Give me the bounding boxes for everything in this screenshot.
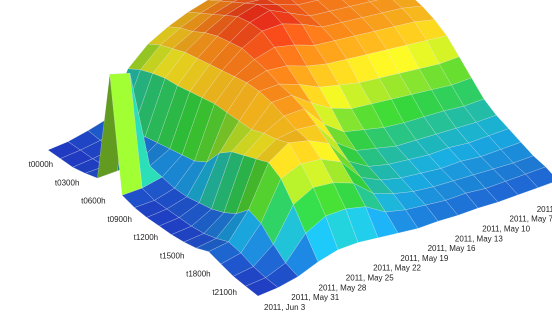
date-tick-label: 2011, May 25: [346, 274, 394, 283]
date-tick-label: 2011, May 13: [455, 234, 503, 243]
date-tick-label: 2011, May 10: [482, 225, 530, 234]
hour-tick-label: t1500h: [160, 251, 184, 260]
hour-tick-label: t0300h: [55, 178, 79, 187]
date-tick-label: 2011, May 22: [373, 264, 421, 273]
date-tick-label: 2011, May 31: [291, 293, 339, 302]
date-tick-label: 2011, May 7: [510, 215, 552, 224]
surface-mesh: [47, 0, 552, 297]
date-tick-label: 2011, May 4: [537, 205, 552, 214]
date-tick-label: 2011, May 16: [428, 244, 476, 253]
date-tick-label: 2011, May 19: [400, 254, 448, 263]
hour-tick-label: t2100h: [212, 288, 236, 297]
date-tick-label: 2011, Jun 3: [264, 303, 306, 312]
surface-cell-16-0: [245, 277, 279, 297]
hour-tick-label: t1200h: [134, 233, 158, 242]
date-tick-label: 2011, May 28: [319, 283, 367, 292]
hour-tick-label: t1800h: [186, 270, 210, 279]
hour-tick-label: t0000h: [29, 160, 53, 169]
hour-tick-label: t0600h: [81, 197, 105, 206]
hour-tick-label: t0900h: [107, 215, 131, 224]
